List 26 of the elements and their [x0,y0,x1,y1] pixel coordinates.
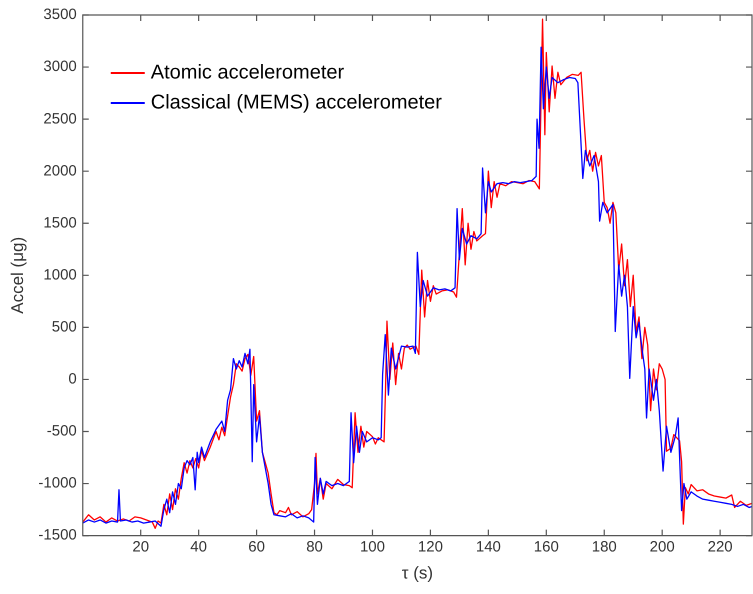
legend-label: Classical (MEMS) accelerometer [150,92,442,114]
x-axis-title: τ (s) [402,563,434,582]
y-axis-title: Accel (μg) [8,236,27,314]
x-tick-label: 180 [592,538,617,556]
y-tick-label: 3000 [43,58,77,76]
legend-label: Atomic accelerometer [150,62,345,84]
y-tick-label: 0 [68,370,77,388]
y-tick-label: 2500 [43,110,77,128]
x-tick-label: 200 [650,538,675,556]
y-tick-label: 3500 [43,6,77,24]
y-tick-label: 2000 [43,162,77,180]
y-tick-label: 500 [52,318,77,336]
x-tick-label: 220 [708,538,733,556]
x-tick-label: 40 [190,538,207,556]
x-tick-label: 80 [306,538,323,556]
y-tick-label: -500 [46,422,77,440]
x-tick-label: 140 [476,538,501,556]
y-tick-label: 1500 [43,214,77,232]
y-tick-label: -1000 [38,474,77,492]
x-tick-label: 160 [534,538,559,556]
x-tick-label: 60 [248,538,265,556]
x-tick-label: 100 [360,538,385,556]
y-tick-label: 1000 [43,266,77,284]
y-tick-label: -1500 [38,526,77,544]
x-tick-label: 120 [418,538,443,556]
x-tick-label: 20 [132,538,150,556]
